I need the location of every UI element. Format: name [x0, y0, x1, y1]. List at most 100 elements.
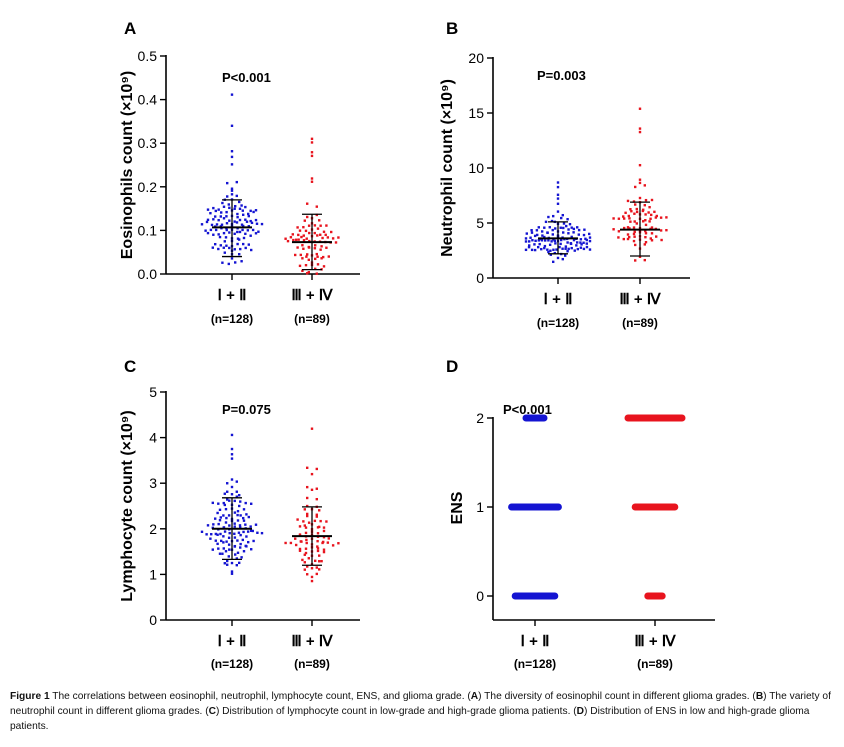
data-point [638, 127, 642, 130]
x-category-label: Ⅲ + Ⅳ [634, 633, 676, 650]
data-point [659, 229, 663, 232]
data-point [307, 245, 310, 249]
data-point [643, 243, 646, 246]
data-point [573, 249, 576, 252]
data-point [212, 206, 215, 210]
data-point [239, 500, 242, 503]
data-point [564, 247, 567, 250]
data-point [233, 232, 236, 235]
data-point [556, 256, 560, 260]
data-point [572, 231, 575, 234]
data-point [638, 130, 642, 134]
data-point [235, 221, 239, 224]
data-point [301, 244, 304, 247]
data-point [250, 248, 253, 252]
data-point [315, 572, 318, 576]
data-point [318, 554, 321, 557]
data-point [554, 227, 557, 230]
p-value-annotation: P=0.075 [222, 402, 271, 417]
data-point [296, 226, 299, 229]
data-point [244, 246, 247, 250]
data-point [256, 531, 259, 534]
data-point [289, 236, 293, 239]
data-point [575, 244, 578, 247]
data-point [622, 215, 625, 218]
data-point [299, 253, 302, 257]
data-point [566, 250, 569, 253]
data-point [222, 535, 225, 538]
data-point [534, 239, 537, 243]
p-value-annotation: P<0.001 [503, 402, 552, 417]
data-point [214, 215, 217, 218]
data-point [634, 185, 637, 189]
data-point [549, 253, 552, 256]
data-point [200, 530, 204, 533]
data-point [230, 478, 234, 481]
data-point [315, 252, 318, 256]
y-axis-label: Neutrophil count (×10⁹) [439, 79, 456, 257]
data-point [211, 501, 214, 505]
data-point [543, 226, 546, 229]
data-point [242, 213, 245, 216]
data-point [530, 229, 533, 232]
data-point [233, 220, 236, 223]
data-point [230, 193, 234, 196]
y-tick-label: 1 [149, 566, 157, 582]
panel-label: D [446, 357, 458, 376]
data-point [310, 137, 314, 141]
caption-text: ) Distribution of ENS in low and high-gr… [10, 706, 810, 732]
data-point [558, 245, 561, 249]
data-point [644, 232, 648, 235]
data-point [210, 223, 214, 227]
y-tick-label: 0.0 [138, 266, 158, 282]
data-point [303, 508, 306, 511]
data-point [209, 537, 212, 540]
data-point [210, 533, 213, 536]
data-point [306, 466, 309, 469]
data-point [209, 228, 213, 232]
data-point [566, 241, 569, 244]
data-point [230, 93, 234, 96]
data-point [624, 211, 627, 215]
series-high-grade [284, 137, 340, 275]
series-high-grade [284, 427, 340, 583]
data-point [230, 124, 234, 127]
data-point [572, 238, 576, 242]
data-point [239, 546, 242, 549]
data-point [242, 508, 246, 511]
data-point [297, 233, 300, 237]
data-point [319, 233, 322, 236]
data-point [554, 242, 557, 245]
data-point [310, 154, 314, 158]
data-point [561, 247, 564, 250]
data-point [576, 226, 579, 229]
data-point [239, 526, 242, 529]
data-point [583, 228, 586, 231]
data-point [547, 215, 550, 219]
data-point [642, 220, 645, 223]
data-point [525, 232, 528, 235]
y-tick-label: 1 [476, 499, 484, 515]
data-point [235, 564, 238, 567]
data-point [527, 245, 531, 249]
data-point [206, 524, 210, 527]
data-point [227, 543, 231, 546]
data-point [217, 522, 220, 526]
data-point [565, 224, 568, 228]
data-point [584, 237, 587, 240]
caption-panel-ref: D [576, 706, 585, 717]
data-point [236, 230, 239, 234]
data-point [337, 542, 340, 545]
data-point [567, 232, 570, 235]
data-point [238, 524, 242, 527]
data-point [225, 210, 228, 214]
data-point [644, 223, 648, 227]
y-tick-label: 4 [149, 430, 157, 446]
data-point [236, 539, 239, 542]
data-point [304, 263, 308, 267]
data-point [307, 224, 311, 227]
data-point [318, 560, 321, 563]
data-point [250, 529, 253, 532]
data-point [223, 492, 226, 495]
data-point [528, 244, 531, 247]
